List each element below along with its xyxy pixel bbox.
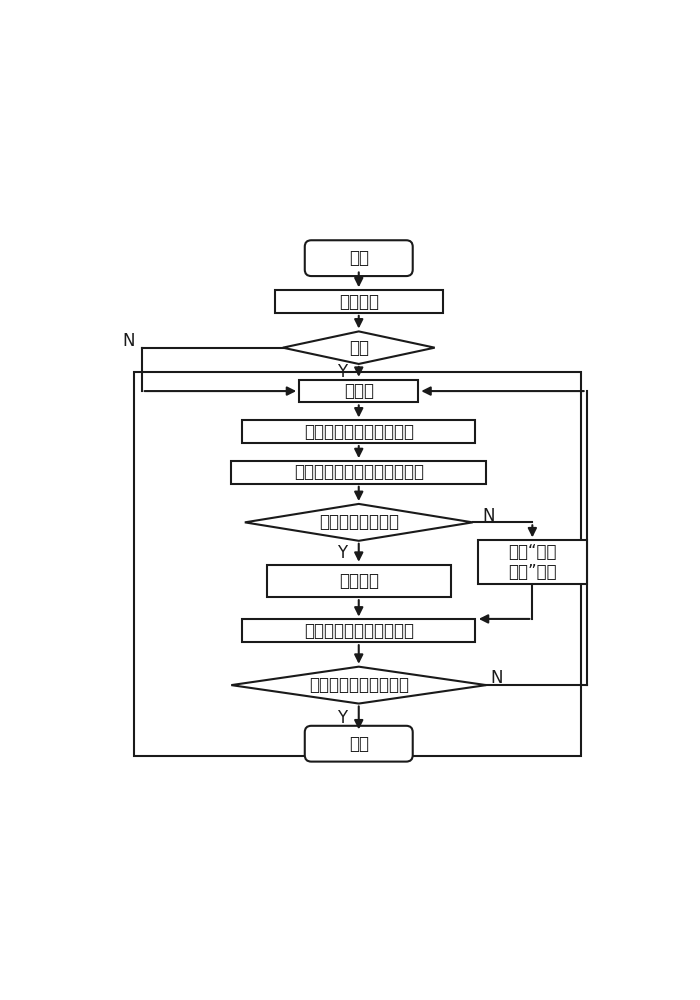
Text: 激励信号加载到被测对象: 激励信号加载到被测对象 bbox=[304, 423, 414, 441]
Text: 通过: 通过 bbox=[349, 339, 369, 357]
Text: Y: Y bbox=[337, 363, 347, 381]
Text: N: N bbox=[491, 669, 503, 687]
Text: 采集来自被测对象的响应信号: 采集来自被测对象的响应信号 bbox=[294, 463, 424, 481]
Text: Y: Y bbox=[337, 709, 347, 727]
Bar bbox=[478, 540, 587, 584]
Text: N: N bbox=[483, 507, 495, 525]
Text: 显示“测试
通过”信息: 显示“测试 通过”信息 bbox=[508, 543, 556, 581]
Polygon shape bbox=[283, 331, 435, 364]
Text: N: N bbox=[122, 332, 134, 350]
Bar bbox=[274, 290, 443, 313]
Bar bbox=[242, 619, 475, 642]
FancyBboxPatch shape bbox=[304, 726, 413, 762]
Text: 故障诊断: 故障诊断 bbox=[339, 572, 379, 590]
Text: 初始化: 初始化 bbox=[344, 382, 374, 400]
Text: 开始: 开始 bbox=[349, 249, 369, 267]
FancyBboxPatch shape bbox=[304, 240, 413, 276]
Polygon shape bbox=[231, 667, 486, 704]
Bar bbox=[267, 565, 451, 597]
Text: 关闭所有电源及激励信号: 关闭所有电源及激励信号 bbox=[304, 622, 414, 640]
Text: 设备自检: 设备自检 bbox=[339, 293, 379, 311]
Bar bbox=[242, 420, 475, 443]
Bar bbox=[231, 461, 486, 484]
Text: 判断所有测试项目完毕: 判断所有测试项目完毕 bbox=[309, 676, 409, 694]
Text: 判断是否存在故障: 判断是否存在故障 bbox=[318, 513, 399, 531]
Text: Y: Y bbox=[337, 544, 347, 562]
Bar bbox=[299, 380, 419, 402]
Polygon shape bbox=[245, 504, 472, 541]
Text: 结束: 结束 bbox=[349, 735, 369, 753]
Bar bbox=[134, 372, 581, 756]
